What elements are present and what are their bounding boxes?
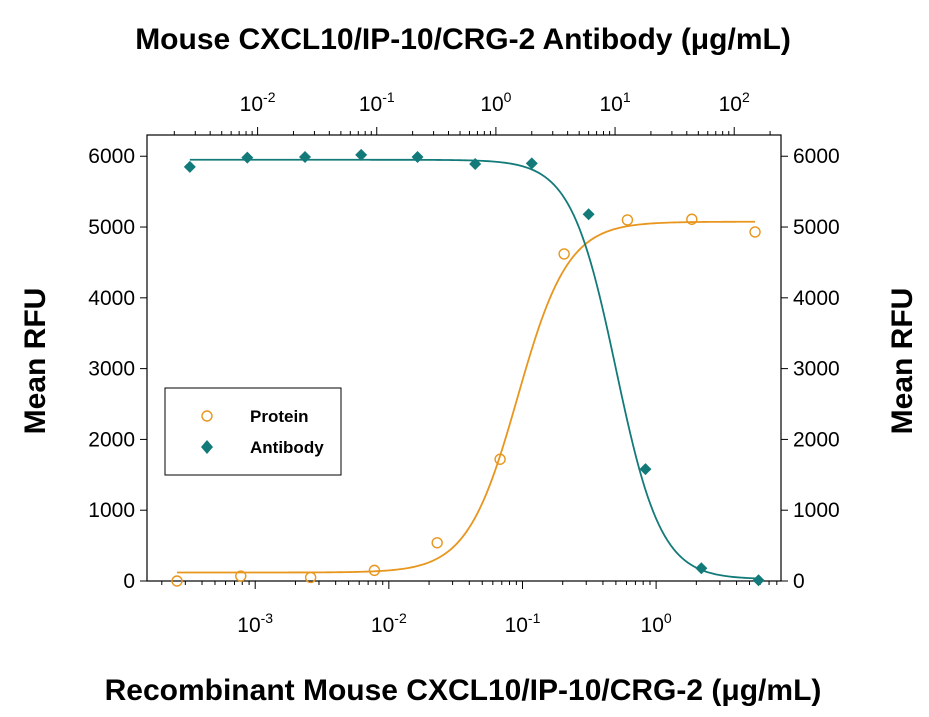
y-tick-label-right: 0 [793,570,805,593]
antibody-data-point [355,148,368,161]
x-top-tick-label: 10-2 [240,89,276,116]
x-bottom-tick-label: 10-1 [505,610,541,637]
antibody-data-point [299,150,312,163]
legend-antibody-label: Antibody [250,438,324,457]
protein-data-point [368,564,381,577]
antibody-data-point [241,151,254,164]
antibody-data-point [695,562,708,575]
y-tick-label-left: 0 [123,570,135,593]
axis-ticks: 0 0 1000 1000 2000 2000 3000 3000 4000 4000 5000 50… [88,89,839,637]
chart-title: Mouse CXCL10/IP-10/CRG-2 Antibody (μg/mL… [135,23,791,56]
antibody-data-point [525,157,538,170]
protein-data-point [749,226,761,238]
legend-antibody-marker [201,440,213,454]
y-tick-label-right: 3000 [793,358,840,381]
y-axis-label-right: Mean RFU [886,288,919,435]
antibody-data-point [411,150,424,163]
antibody-data-point [183,160,196,173]
protein-data-point [494,453,506,465]
y-tick-label-right: 5000 [793,216,840,239]
x-bottom-tick-label: 100 [641,610,672,637]
y-tick-label-right: 4000 [793,287,840,310]
antibody-data-point [582,208,595,221]
x-top-tick-label: 102 [719,89,750,116]
antibody-data-point [469,158,482,171]
antibody-data-point [752,574,765,587]
y-tick-label-left: 5000 [88,216,135,239]
protein-fit-curve [177,220,756,574]
protein-data-point [171,575,183,587]
plot-frame [146,134,782,582]
y-tick-label-left: 3000 [88,358,135,381]
legend-protein-label: Protein [250,407,309,426]
protein-data-point [686,213,698,225]
legend-box [164,387,342,476]
legend: Protein Antibody [164,387,342,476]
y-tick-label-left: 2000 [88,428,135,451]
data-points [171,148,765,587]
protein-data-point [235,570,247,582]
protein-data-point [558,248,570,260]
x-top-tick-label: 100 [480,89,511,116]
legend-protein-marker [201,410,213,422]
y-tick-label-right: 6000 [793,145,840,168]
y-tick-label-left: 1000 [88,499,135,522]
x-top-tick-label: 101 [599,89,630,116]
x-top-tick-label: 10-1 [359,89,395,116]
y-tick-label-left: 4000 [88,287,135,310]
y-tick-label-right: 2000 [793,428,840,451]
antibody-data-point [639,463,652,476]
fit-curves [177,158,759,580]
y-tick-label-right: 1000 [793,499,840,522]
x-bottom-tick-label: 10-3 [237,610,273,637]
protein-data-point [621,214,634,226]
x-axis-label: Recombinant Mouse CXCL10/IP-10/CRG-2 (μg… [105,674,822,707]
protein-data-point [304,571,317,584]
x-bottom-tick-label: 10-2 [371,610,407,637]
y-axis-label-left: Mean RFU [19,288,52,435]
protein-data-point [431,537,443,549]
y-tick-label-left: 6000 [88,145,135,168]
